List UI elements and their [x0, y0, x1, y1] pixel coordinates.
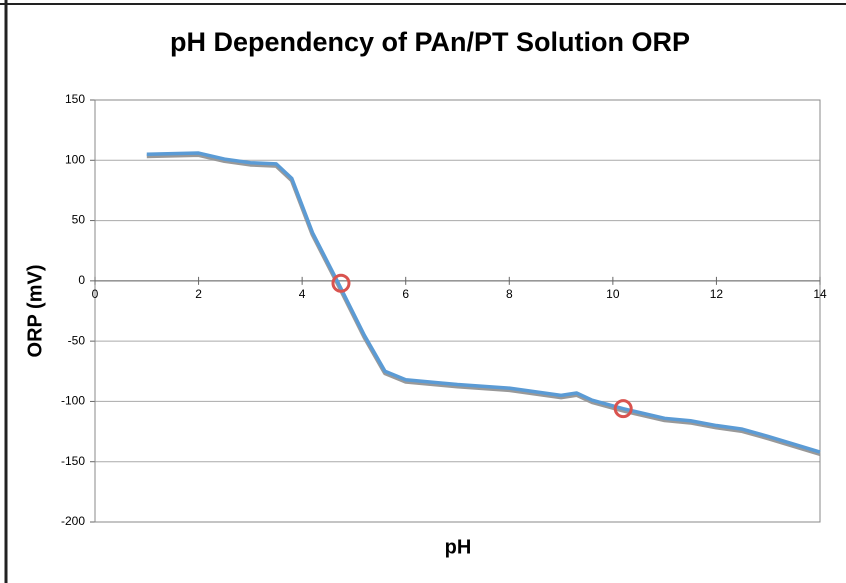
highlight-circle — [613, 399, 633, 419]
chart-title: pH Dependency of PAn/PT Solution ORP — [170, 27, 690, 57]
x-tick-label: 10 — [606, 287, 620, 301]
line — [146, 151, 821, 454]
y-tick-label: -150 — [61, 454, 85, 468]
x-tick-label: 2 — [195, 287, 202, 301]
line-shadow — [146, 153, 821, 456]
y-axis-label: ORP (mV) — [24, 265, 46, 358]
y-tick-label: 100 — [65, 152, 85, 166]
x-tick-label: 0 — [92, 287, 99, 301]
y-tick-label: -200 — [61, 514, 85, 528]
plot-frame — [94, 99, 821, 523]
y-tick-label: 0 — [78, 273, 85, 287]
x-tick-label: 6 — [402, 287, 409, 301]
y-tick-label: -100 — [61, 394, 85, 408]
x-axis-label: pH — [445, 536, 472, 558]
y-tick-label: 50 — [72, 213, 86, 227]
x-tick-label: 14 — [813, 287, 827, 301]
y-tick-label: -50 — [68, 333, 86, 347]
x-tick-label: 4 — [299, 287, 306, 301]
y-tick-label: 150 — [65, 92, 85, 106]
x-tick-label: 8 — [506, 287, 513, 301]
x-tick-label: 12 — [710, 287, 724, 301]
highlight-circle — [331, 273, 351, 293]
